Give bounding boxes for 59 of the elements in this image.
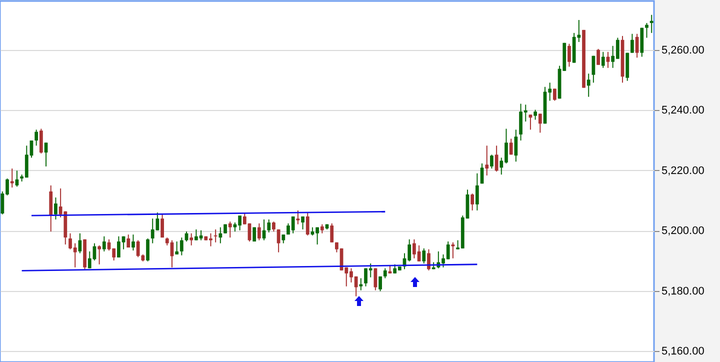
y-tick-label: 5,200.00 <box>662 225 704 238</box>
candlestick <box>78 232 82 254</box>
candlestick <box>630 33 634 54</box>
candlestick <box>54 196 58 220</box>
candlestick <box>228 221 232 238</box>
candlestick <box>102 236 106 252</box>
y-tick-label: 5,180.00 <box>662 285 704 298</box>
candlestick <box>267 218 271 233</box>
candlestick <box>190 232 194 246</box>
candlestick <box>306 212 310 236</box>
y-tick-label: 5,260.00 <box>662 44 704 56</box>
candlestick <box>606 51 610 68</box>
candlestick <box>359 278 363 291</box>
candlestick <box>475 172 479 211</box>
candlestick <box>272 221 276 232</box>
candlestick <box>592 55 596 84</box>
candlestick <box>126 234 130 248</box>
candlestick <box>378 276 382 292</box>
candlestick <box>39 128 43 154</box>
candlestick <box>509 138 513 156</box>
candlestick <box>301 216 304 230</box>
candlestick <box>276 228 280 253</box>
y-tick-label: 5,240.00 <box>662 104 704 117</box>
candlestick <box>98 244 102 265</box>
candlestick <box>180 237 184 256</box>
candlestick <box>586 73 590 98</box>
candlestick <box>34 129 38 146</box>
candlestick <box>514 129 518 162</box>
y-tick-label: 5,160.00 <box>662 346 704 358</box>
candlestick <box>132 234 135 252</box>
candlestick <box>485 145 489 176</box>
candlestick <box>320 224 324 234</box>
candlestick <box>552 88 556 102</box>
candlestick <box>218 226 222 244</box>
candlestick <box>645 22 648 38</box>
candlestick <box>538 113 542 134</box>
candlestick <box>451 242 455 259</box>
y-tick-label: 5,220.00 <box>662 164 704 177</box>
candlestick <box>596 48 600 66</box>
candlestick <box>146 238 150 262</box>
candlestick <box>494 145 498 172</box>
candlestick <box>568 43 571 68</box>
candlestick <box>427 248 430 271</box>
candlestick <box>490 154 494 170</box>
candlestick <box>601 51 605 68</box>
candlestick <box>296 210 300 225</box>
candlestick <box>422 248 426 264</box>
candlestick <box>470 193 474 211</box>
candlestick <box>650 14 654 34</box>
candlestick <box>374 268 378 291</box>
candlestick <box>10 168 14 188</box>
candlestick <box>175 240 179 255</box>
candlestick <box>160 214 164 238</box>
candlestick <box>252 226 256 242</box>
candlestick <box>257 222 261 241</box>
candlestick <box>214 228 218 243</box>
candlestick <box>383 268 387 279</box>
candlestick <box>330 222 334 243</box>
candlestick <box>534 109 538 120</box>
